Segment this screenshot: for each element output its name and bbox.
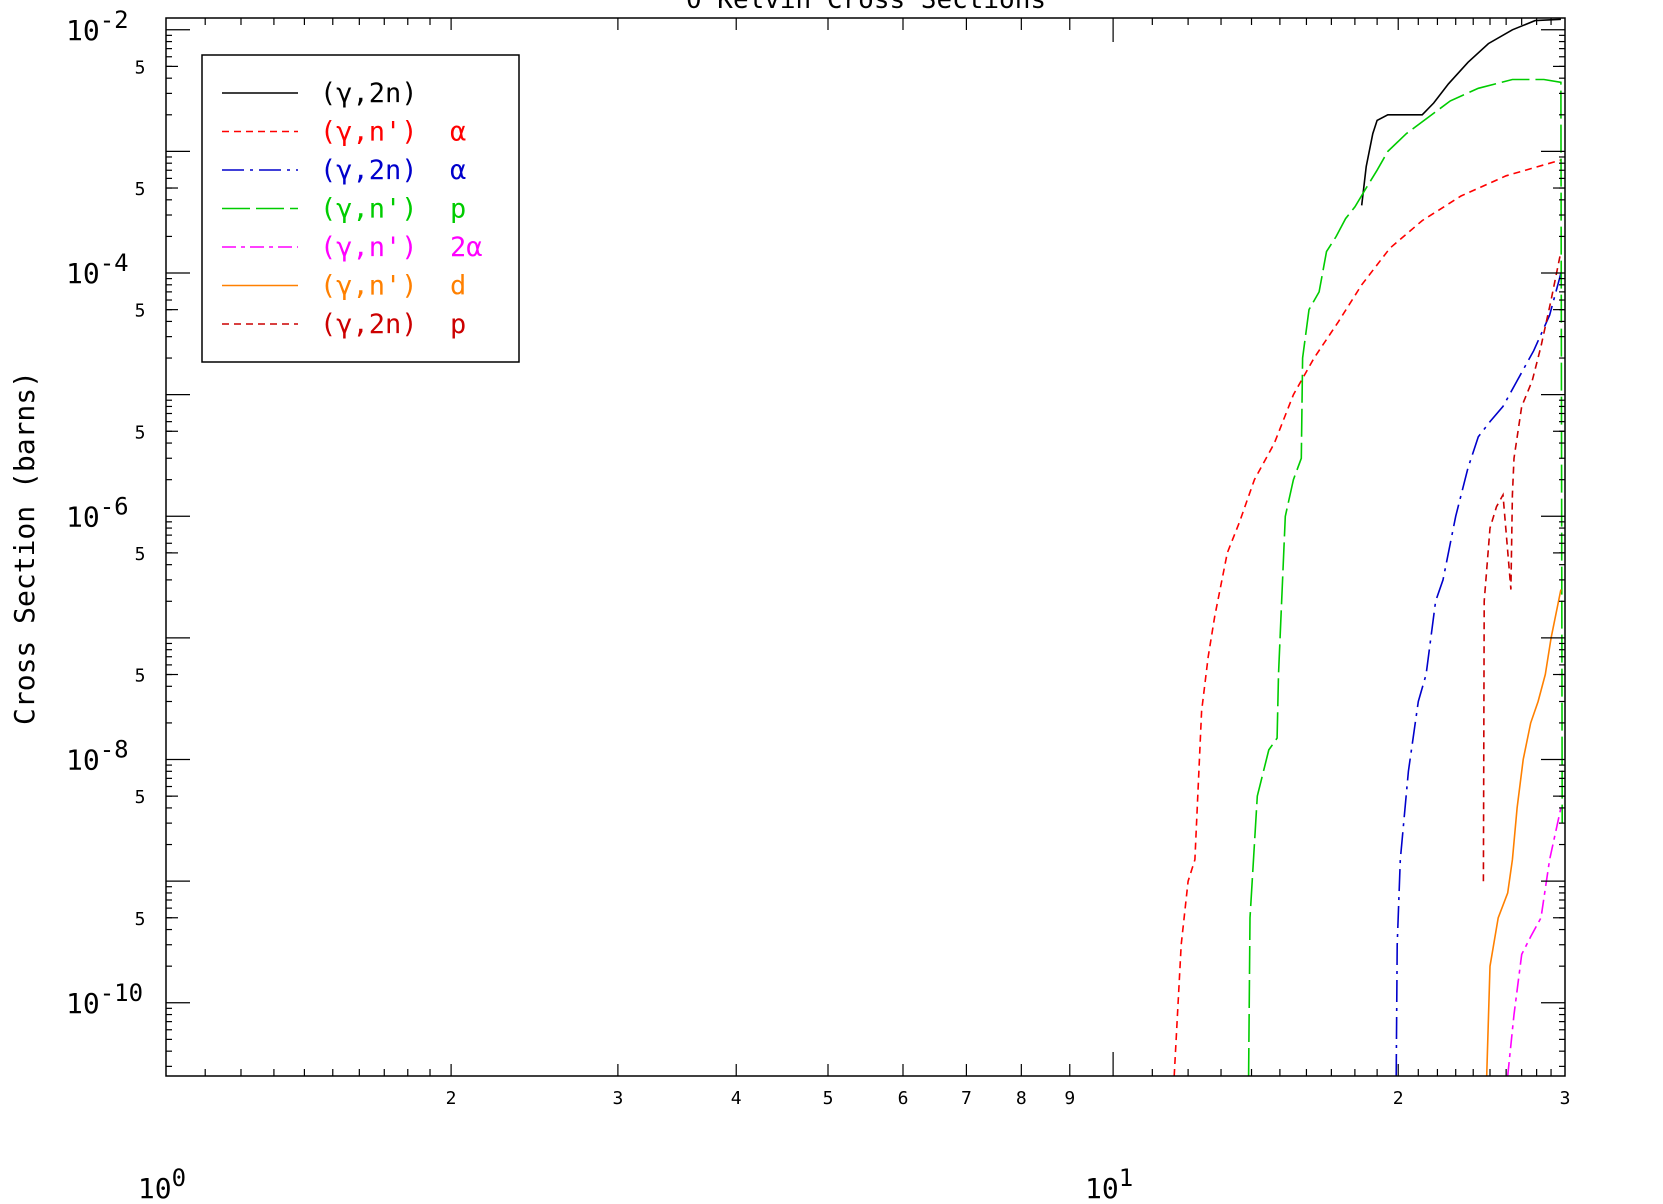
ticks-layer: 100 101 2 3 4 5 6 7 8 9 2 3 10-2 10-4 10-6 10-8 10-10 5 5 5… [66, 6, 1570, 1204]
y-five-label-7: 5 [135, 909, 146, 930]
x-minor-tick-label-6: 8 [1016, 1088, 1027, 1109]
legend-reaction-0: (γ,2n) [320, 78, 418, 109]
x-minor-tick-label-4: 6 [898, 1088, 909, 1109]
x-minor-tick-label-5: 7 [961, 1088, 972, 1109]
series-line-6 [1482, 251, 1562, 882]
legend-ejectile-1: α [450, 117, 466, 148]
x-tick-label-0: 100 [138, 1164, 186, 1204]
chart-title: 0 Kelvin Cross Sections [686, 0, 1046, 15]
x-minor-tick-label-2: 4 [731, 1088, 742, 1109]
y-five-label-2: 5 [135, 301, 146, 322]
y-five-label-6: 5 [135, 787, 146, 808]
legend-entries: (γ,2n) (γ,n') α (γ,2n) α (γ,n') p (γ,n') 2α (γ,n'… [222, 78, 483, 340]
series-line-3 [1247, 78, 1563, 1077]
y-five-label-5: 5 [135, 666, 146, 687]
x-minor-tick-label-1: 3 [612, 1088, 623, 1109]
x-minor-tick-label-9: 3 [1560, 1088, 1571, 1109]
x-tick-label-1: 101 [1085, 1164, 1133, 1204]
y-tick-label-4: 10-10 [66, 979, 143, 1020]
legend-reaction-5: (γ,n') [320, 271, 418, 302]
series-layer [1173, 18, 1563, 1077]
y-five-label-4: 5 [135, 544, 146, 565]
plot-frame [165, 17, 1566, 1077]
legend-reaction-1: (γ,n') [320, 117, 418, 148]
legend-ejectile-3: p [450, 194, 466, 225]
legend-ejectile-5: d [450, 271, 466, 302]
legend-ejectile-2: α [450, 155, 466, 186]
y-tick-label-1: 10-4 [66, 249, 129, 290]
x-minor-tick-label-0: 2 [446, 1088, 457, 1109]
y-tick-label-3: 10-8 [66, 736, 129, 777]
series-line-4 [1506, 807, 1562, 1077]
y-axis-label: Cross Section (barns) [8, 371, 41, 725]
legend-ejectile-6: p [450, 309, 466, 340]
y-tick-label-0: 10-2 [66, 6, 129, 47]
legend-reaction-3: (γ,n') [320, 194, 418, 225]
legend-reaction-4: (γ,n') [320, 232, 418, 263]
series-line-2 [1395, 272, 1562, 1077]
legend-reaction-2: (γ,2n) [320, 155, 418, 186]
legend-reaction-6: (γ,2n) [320, 309, 418, 340]
legend-box [201, 54, 520, 363]
legend: (γ,2n) (γ,n') α (γ,2n) α (γ,n') p (γ,n') 2α (γ,n'… [201, 54, 520, 363]
series-line-5 [1485, 589, 1562, 1077]
x-minor-tick-label-3: 5 [823, 1088, 834, 1109]
series-line-0 [1360, 18, 1561, 206]
y-five-label-1: 5 [135, 179, 146, 200]
legend-ejectile-4: 2α [450, 232, 483, 263]
y-five-label-3: 5 [135, 422, 146, 443]
x-minor-tick-label-8: 2 [1393, 1088, 1404, 1109]
x-minor-tick-label-7: 9 [1064, 1088, 1075, 1109]
y-five-label-0: 5 [135, 57, 146, 78]
y-tick-label-2: 10-6 [66, 492, 129, 533]
series-line-1 [1173, 159, 1562, 1077]
